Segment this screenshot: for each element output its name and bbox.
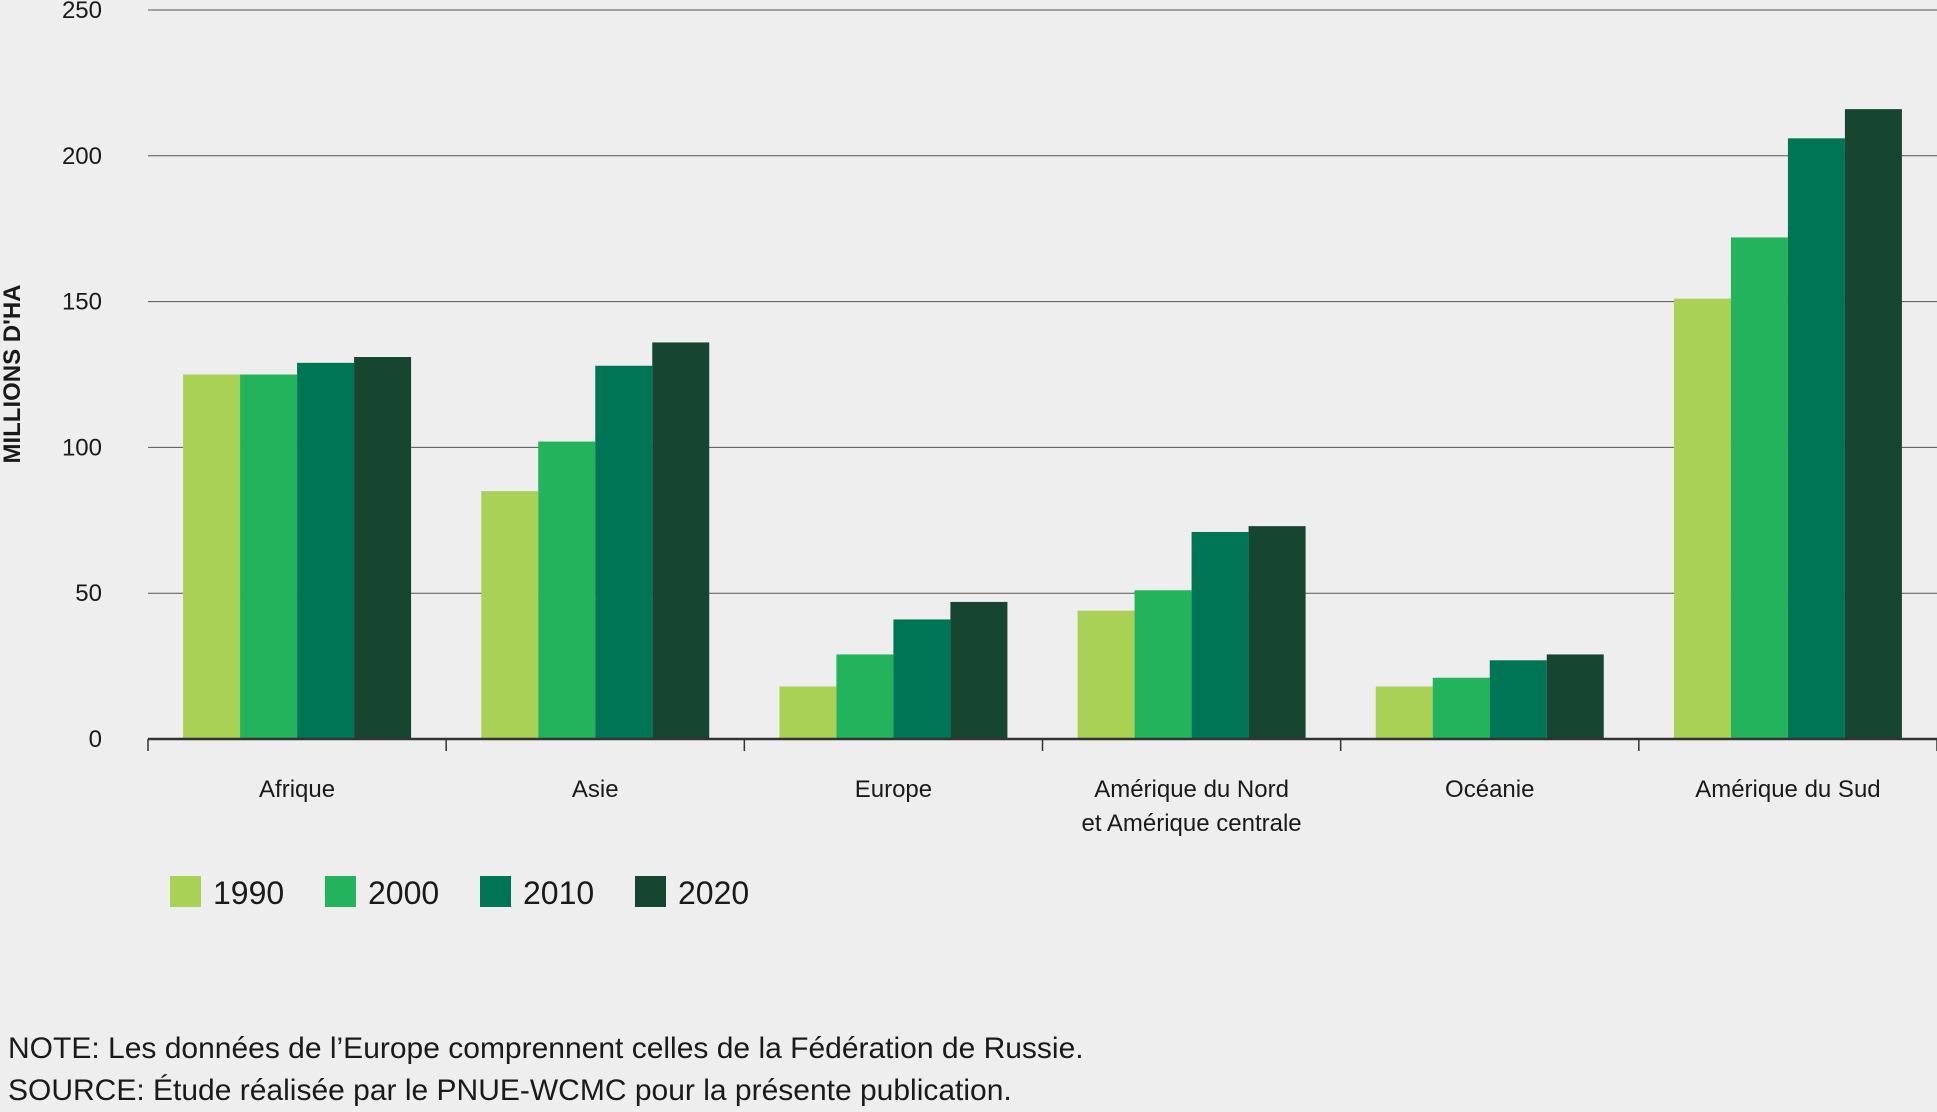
bar bbox=[354, 357, 412, 739]
bar bbox=[1673, 298, 1731, 739]
legend-label: 2000 bbox=[368, 875, 439, 911]
legend-label: 2010 bbox=[523, 875, 594, 911]
bar bbox=[1134, 590, 1192, 739]
axis-labels: 0 50 100 150 200 250 Afrique Asie Europe Amérique… bbox=[62, 0, 1881, 837]
bar bbox=[1375, 686, 1433, 739]
source-text: SOURCE: Étude réalisée par le PNUE-WCMC … bbox=[8, 1074, 1012, 1107]
bar bbox=[1730, 237, 1788, 739]
bar bbox=[1077, 610, 1135, 739]
bar bbox=[1191, 531, 1249, 739]
legend-label: 1990 bbox=[213, 875, 284, 911]
legend-swatch bbox=[480, 876, 511, 907]
bar bbox=[538, 441, 596, 739]
x-tick-label: Asie bbox=[572, 776, 619, 803]
x-axis bbox=[147, 737, 1937, 751]
bar bbox=[1489, 660, 1547, 739]
note-text: NOTE: Les données de l’Europe comprennen… bbox=[8, 1032, 1084, 1065]
y-tick-label: 50 bbox=[75, 580, 102, 607]
legend-swatch bbox=[635, 876, 666, 907]
bar bbox=[183, 374, 241, 739]
bar bbox=[893, 619, 951, 739]
legend: 1990 2000 2010 2020 bbox=[170, 875, 749, 911]
y-tick-label: 250 bbox=[62, 0, 102, 24]
legend-swatch bbox=[325, 876, 356, 907]
bar bbox=[240, 374, 298, 739]
bar bbox=[297, 362, 355, 739]
y-tick-label: 100 bbox=[62, 434, 102, 461]
bar bbox=[1546, 654, 1604, 739]
grid-lines bbox=[148, 9, 1937, 594]
x-tick-label: Afrique bbox=[259, 776, 335, 803]
y-tick-label: 0 bbox=[89, 726, 102, 753]
y-tick-label: 200 bbox=[62, 143, 102, 170]
x-tick-label: Amérique du Sud bbox=[1695, 776, 1880, 803]
legend-label: 2020 bbox=[678, 875, 749, 911]
legend-swatch bbox=[170, 876, 201, 907]
x-tick-label: Océanie bbox=[1445, 776, 1534, 803]
bar bbox=[836, 654, 894, 739]
notes: NOTE: Les données de l’Europe comprennen… bbox=[8, 1028, 1084, 1112]
y-axis-label: MILLIONS D'HA bbox=[0, 284, 26, 463]
x-tick-label: Amérique du Nord bbox=[1094, 776, 1289, 803]
x-tick-label: Europe bbox=[855, 776, 932, 803]
bar bbox=[1432, 677, 1490, 739]
bar bbox=[481, 491, 539, 739]
bars bbox=[183, 109, 1902, 740]
y-tick-label: 150 bbox=[62, 289, 102, 316]
bar bbox=[1844, 109, 1902, 740]
x-tick-label: et Amérique centrale bbox=[1082, 810, 1302, 837]
bar bbox=[1787, 138, 1845, 739]
bar bbox=[595, 365, 653, 739]
bar bbox=[950, 601, 1008, 739]
bar bbox=[1248, 526, 1306, 739]
bar bbox=[779, 686, 837, 739]
bar bbox=[652, 342, 710, 739]
